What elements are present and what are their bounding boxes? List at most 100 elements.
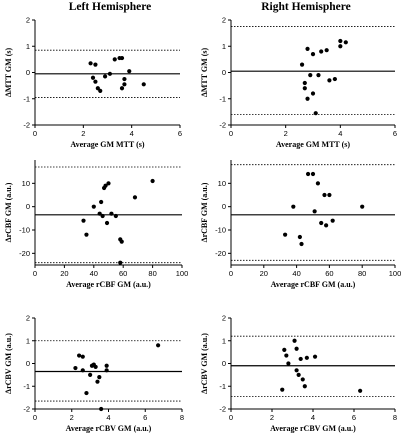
rcbv-right-y-tick-label: 2 — [222, 314, 226, 323]
rcbv-right-data-point — [280, 387, 285, 392]
rcbf-left-x-tick-label: 100 — [176, 269, 189, 278]
mtt-left-data-point — [102, 74, 108, 79]
rcbf-right-y-axis-label: ΔrCBF GM (a.u.) — [200, 182, 209, 242]
rcbf-right-data-point — [312, 209, 317, 214]
rcbv-left-data-point — [77, 353, 82, 358]
mtt-right-y-tick-label: -2 — [219, 121, 226, 130]
rcbf-left-y-axis-label: ΔrCBF GM (a.u.) — [4, 182, 13, 242]
rcbv-right-data-point — [294, 368, 299, 373]
rcbf-right-data-point — [283, 232, 288, 237]
mtt-right-y-tick-label: 1 — [222, 42, 226, 51]
rcbv-right-data-point — [298, 356, 303, 362]
mtt-right-y-axis-label: ΔMTT GM (s) — [200, 48, 209, 98]
rcbv-right-data-point — [300, 377, 305, 382]
mtt-left-data-point — [112, 57, 117, 62]
rcbf-right-data-point — [291, 204, 296, 209]
mtt-right-data-point — [338, 44, 343, 49]
mtt-right-x-tick-label: 4 — [338, 129, 342, 138]
mtt-left-data-point — [122, 82, 127, 87]
rcbv-left-data-point — [97, 375, 102, 380]
rcbf-left-data-point — [106, 181, 111, 186]
rcbf-left-data-point — [132, 195, 138, 200]
rcbv-right-y-tick-label: 0 — [222, 359, 226, 368]
mtt-right-data-point — [305, 46, 310, 51]
rcbf-right-y-tick-label: -10 — [215, 226, 226, 235]
mtt-left-data-point — [119, 55, 125, 61]
rcbf-right-data-point — [324, 223, 329, 228]
rcbf-left-y-tick-label: 0 — [26, 202, 30, 211]
rcbv-right-data-point — [304, 355, 309, 360]
rcbv-right-data-point — [302, 384, 307, 389]
rcbv-left-y-axis-label: ΔrCBV GM (a.u.) — [4, 333, 13, 394]
mtt-left-y-tick-label: -2 — [23, 121, 30, 130]
rcbf-left-data-point — [97, 211, 102, 216]
rcbv-right-x-tick-label: 4 — [311, 413, 315, 422]
mtt-left-y-tick-label: 0 — [26, 68, 30, 77]
rcbv-left-x-tick-label: 6 — [143, 413, 147, 422]
rcbf-right-y-tick-label: 0 — [222, 202, 226, 211]
rcbf-left-x-tick-label: 60 — [119, 269, 127, 278]
rcbf-left-data-point — [119, 239, 124, 244]
rcbv-right-x-tick-label: 2 — [270, 413, 274, 422]
rcbf-right-x-tick-label: 80 — [358, 269, 366, 278]
rcbv-right-x-axis-label: Average rCBV GM (a.u.) — [270, 424, 356, 433]
rcbv-left-y-tick-label: 0 — [26, 359, 30, 368]
rcbf-left-x-axis-label: Average rCBF GM (a.u.) — [66, 280, 151, 289]
mtt-right-data-point — [302, 80, 307, 86]
mtt-left-data-point — [93, 79, 98, 84]
rcbv-left-data-point — [104, 363, 109, 368]
mtt-left-y-tick-label: 1 — [26, 42, 30, 51]
mtt-left-x-tick-label: 4 — [130, 129, 134, 138]
rcbv-right-x-tick-label: 0 — [229, 413, 233, 422]
mtt-right-x-tick-label: 6 — [393, 129, 397, 138]
rcbf-right-x-tick-label: 40 — [292, 269, 300, 278]
rcbf-right-y-tick-label: 10 — [218, 179, 226, 188]
mtt-left-x-tick-label: 6 — [178, 129, 182, 138]
mtt-left-x-tick-label: 2 — [81, 129, 85, 138]
mtt-right-y-tick-label: -1 — [219, 94, 226, 103]
rcbf-right-y-tick-label: -20 — [215, 249, 226, 258]
mtt-left-y-tick-label: 2 — [26, 16, 30, 25]
mtt-right-data-point — [305, 96, 310, 101]
rcbf-left-data-point — [84, 232, 89, 237]
mtt-right-x-tick-label: 0 — [229, 129, 233, 138]
mtt-right-y-tick-label: 0 — [222, 68, 226, 77]
mtt-left-y-tick-label: -1 — [23, 94, 30, 103]
mtt-right-data-point — [302, 86, 307, 91]
rcbf-right-x-tick-label: 0 — [229, 269, 233, 278]
rcbv-left-x-tick-label: 4 — [106, 413, 110, 422]
rcbf-right-data-point — [360, 204, 365, 209]
rcbf-left-data-point — [109, 211, 114, 216]
left-hemisphere-title: Left Hemisphere — [68, 1, 152, 13]
rcbv-right-data-point — [294, 346, 299, 351]
mtt-left-data-point — [107, 71, 113, 76]
rcbf-left-x-tick-label: 20 — [60, 269, 68, 278]
mtt-right-data-point — [319, 49, 324, 54]
mtt-right-x-axis-label: Average GM MTT (s) — [276, 140, 350, 149]
mtt-right-data-point — [310, 52, 316, 57]
mtt-left-x-axis-label: Average GM MTT (s) — [70, 140, 144, 149]
rcbf-right-data-point — [315, 181, 321, 186]
rcbf-left-data-point — [118, 260, 123, 265]
mtt-left-data-point — [93, 62, 98, 67]
mtt-left-data-point — [141, 82, 146, 87]
rcbf-right-data-point — [322, 192, 327, 198]
mtt-right-data-point — [316, 73, 321, 78]
rcbv-right-y-tick-label: 1 — [222, 336, 226, 345]
mtt-left-data-point — [90, 75, 96, 80]
mtt-right-data-point — [313, 111, 318, 116]
mtt-left-data-point — [122, 76, 127, 82]
rcbv-left-x-tick-label: 2 — [70, 413, 74, 422]
mtt-right-data-point — [310, 91, 316, 96]
rcbf-left-x-tick-label: 80 — [148, 269, 156, 278]
rcbf-right-data-point — [310, 171, 316, 177]
mtt-left-y-axis-label: ΔMTT GM (s) — [4, 48, 13, 98]
mtt-left-data-point — [88, 61, 93, 66]
rcbv-left-data-point — [95, 379, 100, 384]
rcbv-right-y-tick-label: -1 — [219, 382, 226, 391]
rcbv-left-data-point — [104, 368, 109, 373]
rcbv-left-y-tick-label: -2 — [23, 405, 30, 414]
rcbf-right-data-point — [297, 234, 302, 240]
